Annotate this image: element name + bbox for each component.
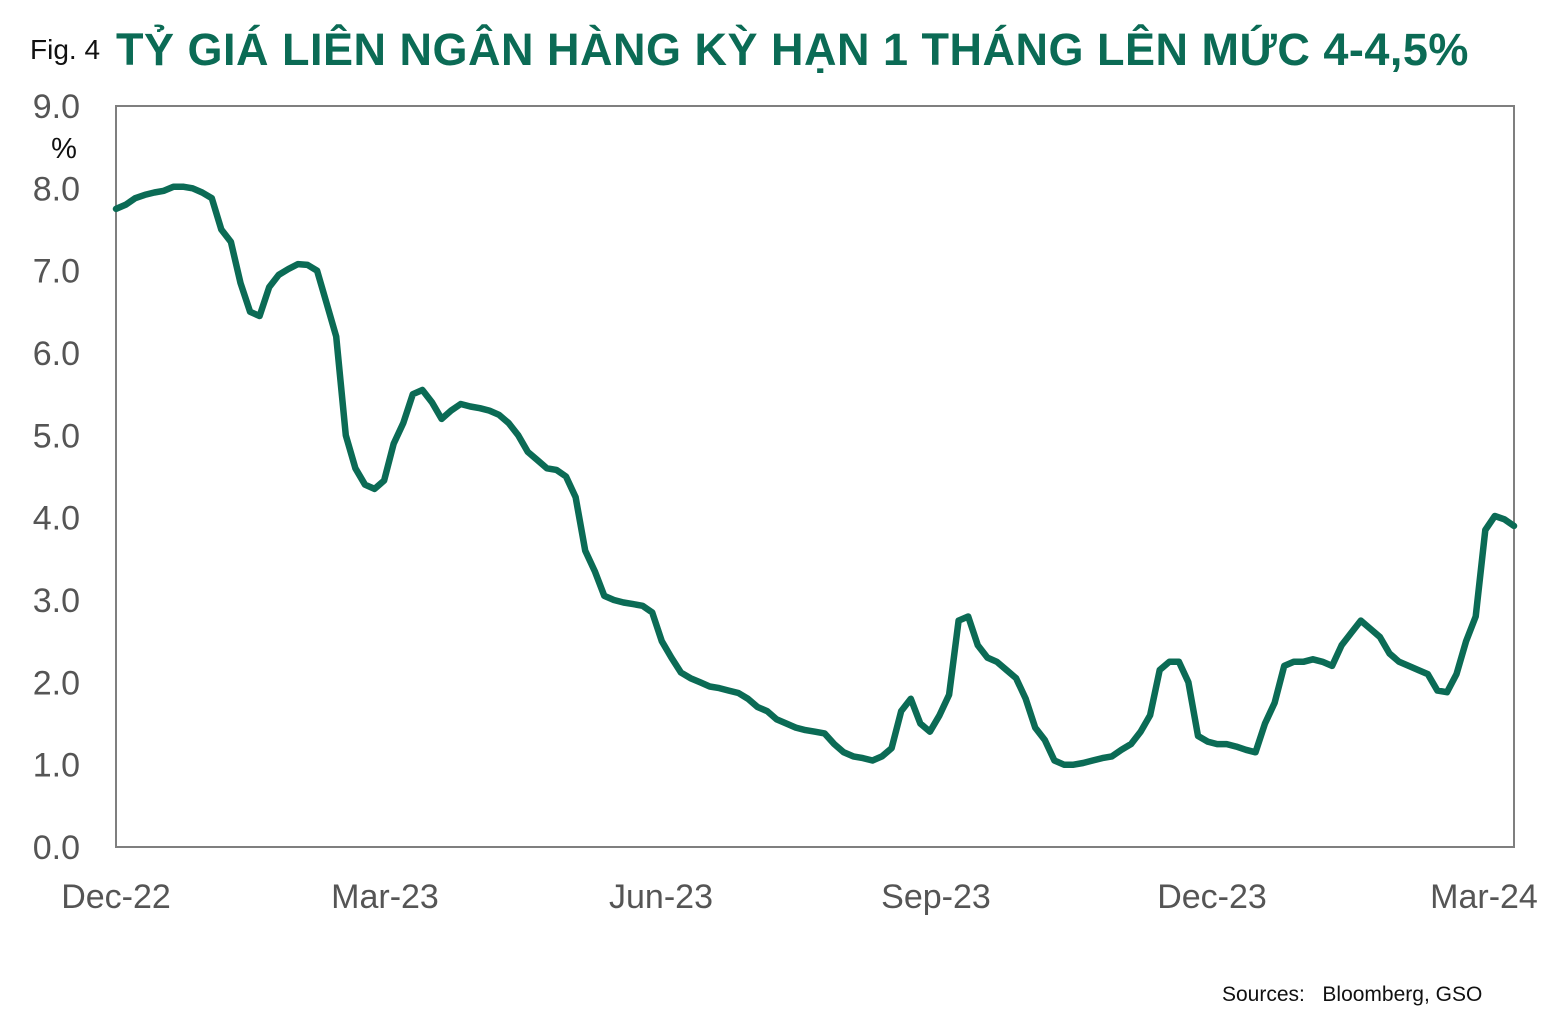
figure-label: Fig. 4 — [30, 34, 101, 65]
x-tick-label: Mar-23 — [331, 878, 439, 916]
y-tick-label: 3.0 — [33, 582, 80, 620]
y-tick-label: 8.0 — [33, 170, 80, 208]
y-tick-label: 9.0 — [33, 88, 80, 126]
x-tick-label: Jun-23 — [609, 878, 713, 916]
x-axis: Dec-22 Mar-23 Jun-23 Sep-23 Dec-23 Mar-24 — [61, 878, 1538, 916]
y-tick-label: 6.0 — [33, 335, 80, 373]
y-axis: 0.0 1.0 2.0 3.0 4.0 5.0 6.0 7.0 8.0 9.0 — [33, 88, 80, 867]
y-tick-label: 1.0 — [33, 747, 80, 785]
y-tick-label: 0.0 — [33, 829, 80, 867]
x-tick-label: Sep-23 — [881, 878, 991, 916]
y-tick-label: 5.0 — [33, 417, 80, 455]
y-axis-unit: % — [51, 133, 77, 165]
sources-value: Bloomberg, GSO — [1322, 983, 1483, 1006]
x-tick-label: Dec-22 — [61, 878, 171, 916]
y-tick-label: 2.0 — [33, 664, 80, 702]
series-line — [112, 183, 1518, 768]
x-tick-label: Mar-24 — [1430, 878, 1538, 916]
plot-frame — [115, 105, 1515, 848]
x-tick-label: Dec-23 — [1157, 878, 1267, 916]
y-tick-label: 7.0 — [33, 253, 80, 291]
sources-note: Sources: Bloomberg, GSO — [1222, 983, 1482, 1007]
y-tick-label: 4.0 — [33, 500, 80, 538]
chart-title: TỶ GIÁ LIÊN NGÂN HÀNG KỲ HẠN 1 THÁNG LÊN… — [116, 24, 1469, 75]
sources-label: Sources: — [1222, 983, 1305, 1006]
